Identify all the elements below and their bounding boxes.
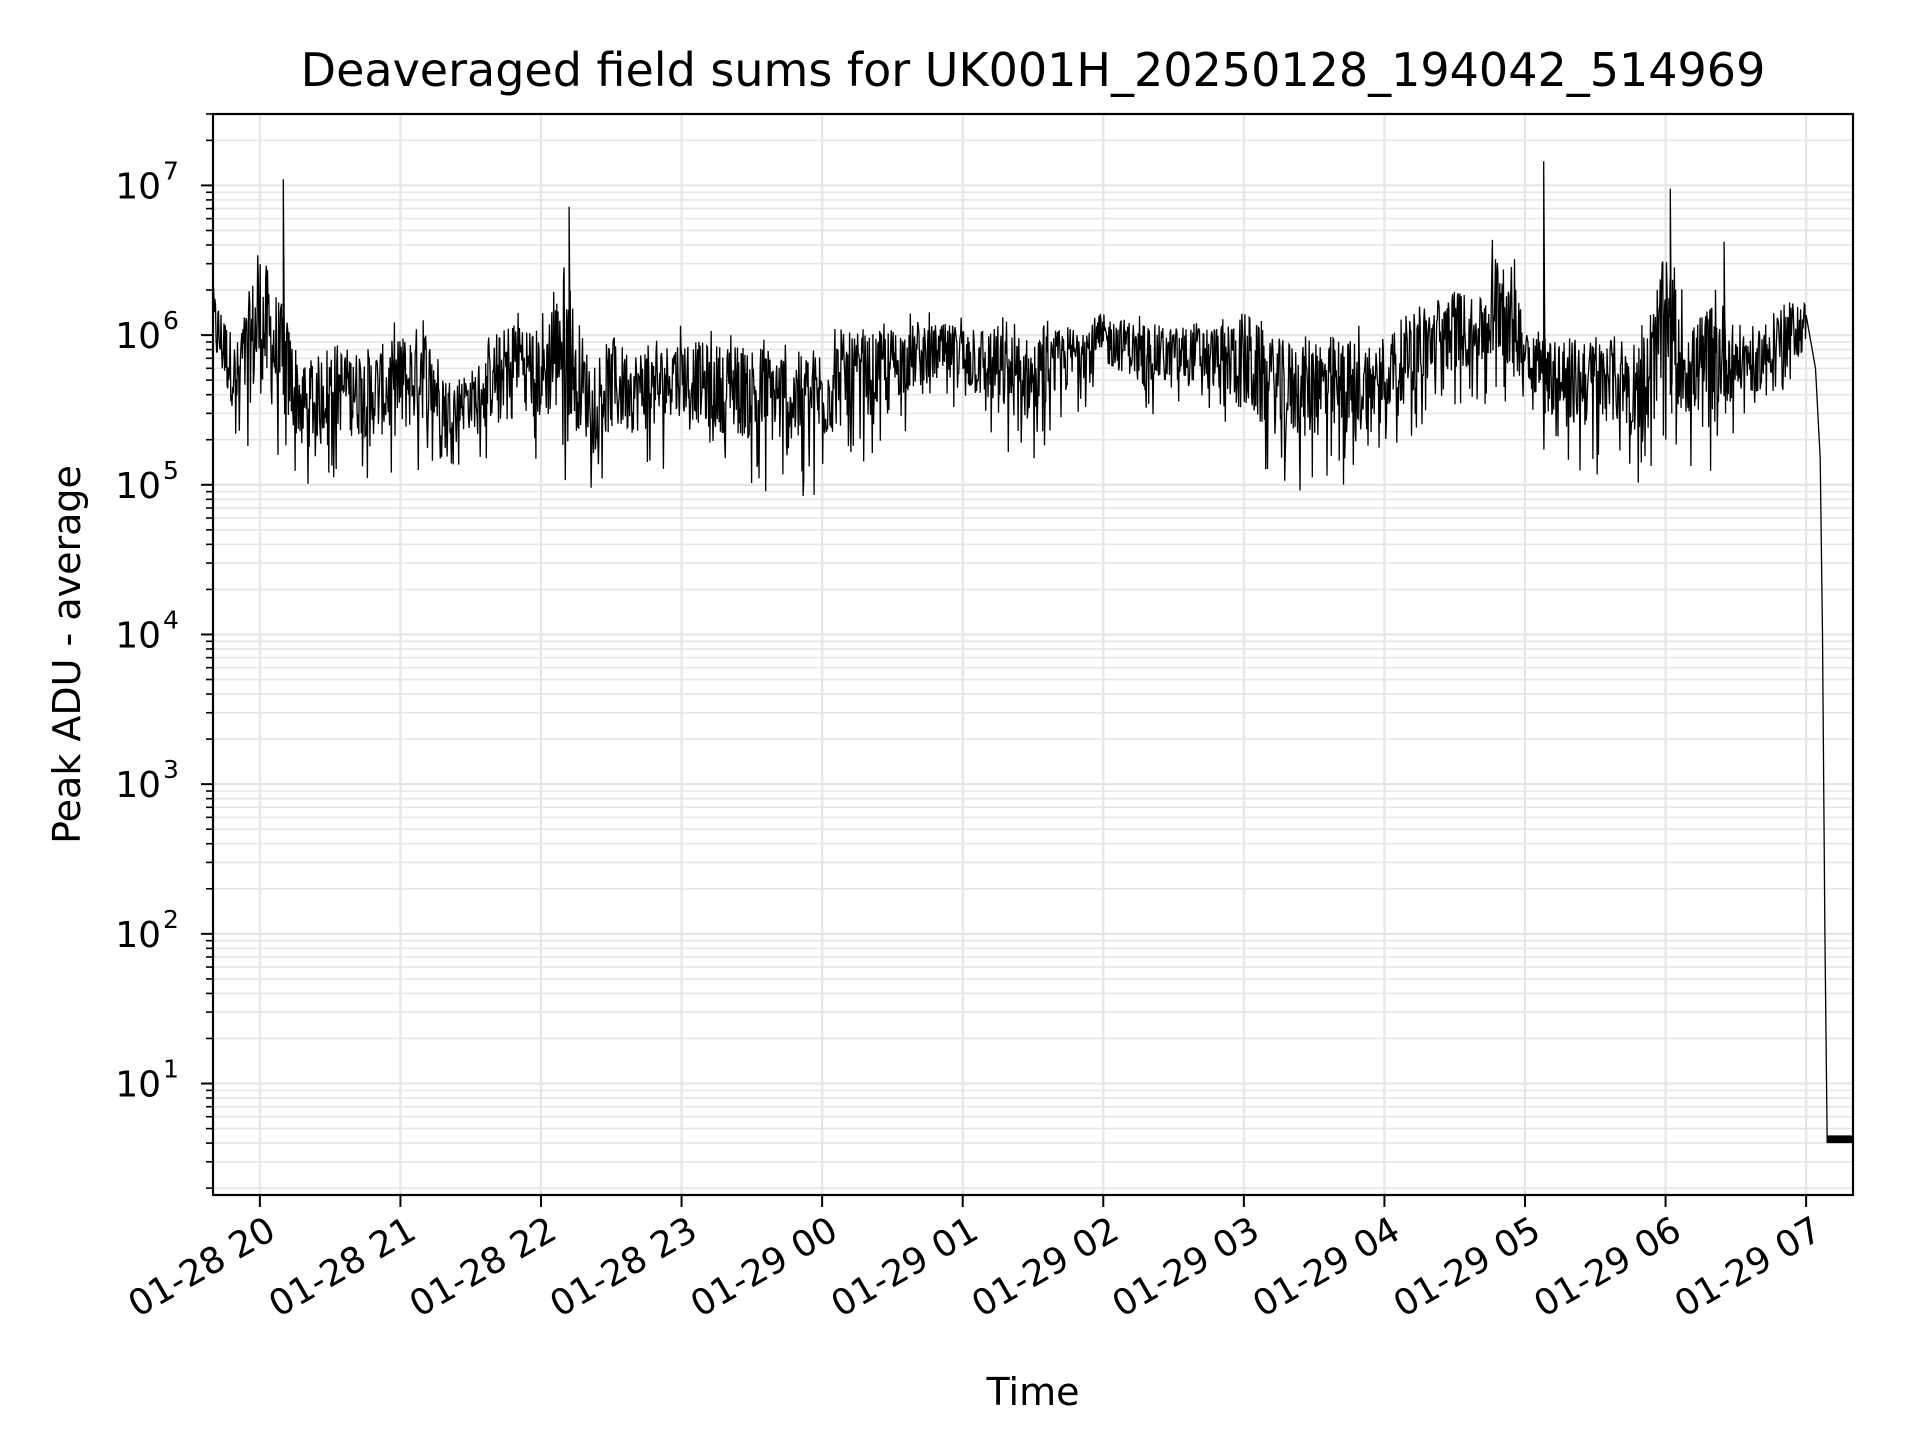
- y-tick-label: 10: [115, 765, 161, 806]
- y-tick-exponent: 4: [163, 605, 179, 634]
- x-tick-label: 01-29 06: [1527, 1209, 1688, 1325]
- x-tick-label: 01-28 23: [543, 1209, 704, 1325]
- x-tick-label: 01-28 20: [122, 1209, 283, 1325]
- x-tick-label: 01-29 01: [825, 1209, 986, 1325]
- y-tick-label: 10: [115, 1065, 161, 1106]
- y-tick-label: 10: [115, 166, 161, 207]
- y-tick-label: 10: [115, 615, 161, 656]
- series-line: [212, 161, 1854, 1144]
- y-tick-label: 10: [115, 316, 161, 357]
- y-tick-exponent: 1: [163, 1055, 179, 1084]
- x-axis-label: Time: [986, 1370, 1080, 1414]
- y-axis-label: Peak ADU - average: [45, 465, 89, 844]
- y-tick-exponent: 7: [163, 156, 179, 185]
- y-tick-exponent: 2: [163, 905, 179, 934]
- x-tick-label: 01-28 21: [262, 1209, 423, 1325]
- grid-lines: [213, 113, 1853, 1195]
- x-tick-label: 01-29 03: [1106, 1209, 1267, 1325]
- y-tick-exponent: 3: [163, 755, 179, 784]
- x-tick-label: 01-29 00: [684, 1209, 845, 1325]
- plot-frame: [211, 112, 1855, 1197]
- x-tick-label: 01-29 04: [1246, 1209, 1407, 1325]
- x-tick-label: 01-28 22: [403, 1209, 564, 1325]
- x-tick-label: 01-29 05: [1387, 1209, 1548, 1325]
- y-tick-label: 10: [115, 466, 161, 507]
- y-tick-label: 10: [115, 915, 161, 956]
- y-tick-exponent: 6: [163, 306, 179, 335]
- y-tick-exponent: 5: [163, 456, 179, 485]
- chart-title: Deaveraged field sums for UK001H_2025012…: [301, 43, 1766, 97]
- x-tick-label: 01-29 02: [965, 1209, 1126, 1325]
- x-tick-label: 01-29 07: [1668, 1209, 1829, 1325]
